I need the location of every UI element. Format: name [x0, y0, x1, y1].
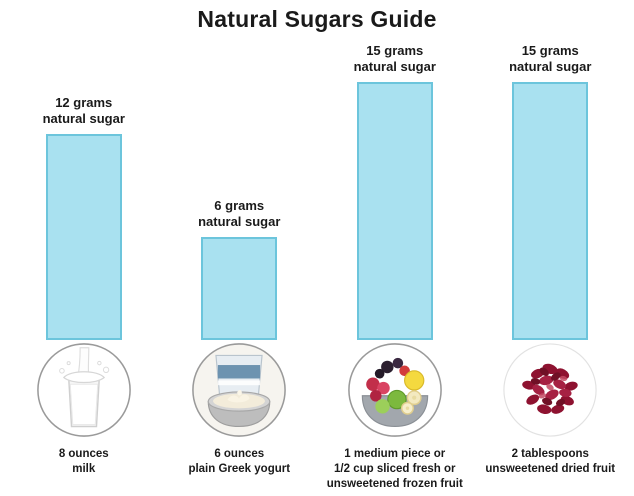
bar-value-label-fruit: 15 grams natural sugar — [353, 42, 436, 74]
chart-column-yogurt: 6 grams natural sugar 6 ounces plain Gre… — [162, 35, 318, 492]
natural-sugars-infographic: Natural Sugars Guide 12 grams natural su… — [0, 6, 634, 496]
bar-area-dried-fruit: 15 grams natural sugar — [473, 35, 629, 340]
bar-value-label-milk: 12 grams natural sugar — [42, 94, 125, 126]
caption-milk: 8 ounces milk — [58, 448, 109, 475]
caption-dried-fruit: 2 tablespoons unsweetened dried fruit — [485, 448, 616, 475]
chart-column-fruit: 15 grams natural sugar — [317, 35, 473, 492]
milk-glass-photo-icon — [36, 342, 132, 438]
bar-milk — [45, 134, 122, 340]
fresh-frozen-fruit-photo-icon — [347, 342, 443, 438]
bar-area-yogurt: 6 grams natural sugar — [162, 35, 318, 340]
chart-title: Natural Sugars Guide — [197, 6, 437, 32]
chart-column-milk: 12 grams natural sugar 8 ounces milk — [6, 35, 162, 492]
dried-cranberries-photo-icon — [502, 342, 598, 438]
bar-area-milk: 12 grams natural sugar — [6, 35, 162, 340]
bar-yogurt — [201, 237, 278, 340]
bar-chart: 12 grams natural sugar 8 ounces milk — [0, 35, 634, 492]
greek-yogurt-photo-icon — [191, 342, 287, 438]
caption-fruit: 1 medium piece or 1/2 cup sliced fresh o… — [326, 448, 463, 490]
bar-fruit — [356, 82, 433, 340]
bar-area-fruit: 15 grams natural sugar — [317, 35, 473, 340]
chart-column-dried-fruit: 15 grams natural sugar — [473, 35, 629, 492]
bar-value-label-dried-fruit: 15 grams natural sugar — [509, 42, 592, 74]
bar-dried-fruit — [512, 82, 589, 340]
caption-yogurt: 6 ounces plain Greek yogurt — [188, 448, 291, 475]
bar-value-label-yogurt: 6 grams natural sugar — [198, 197, 281, 229]
